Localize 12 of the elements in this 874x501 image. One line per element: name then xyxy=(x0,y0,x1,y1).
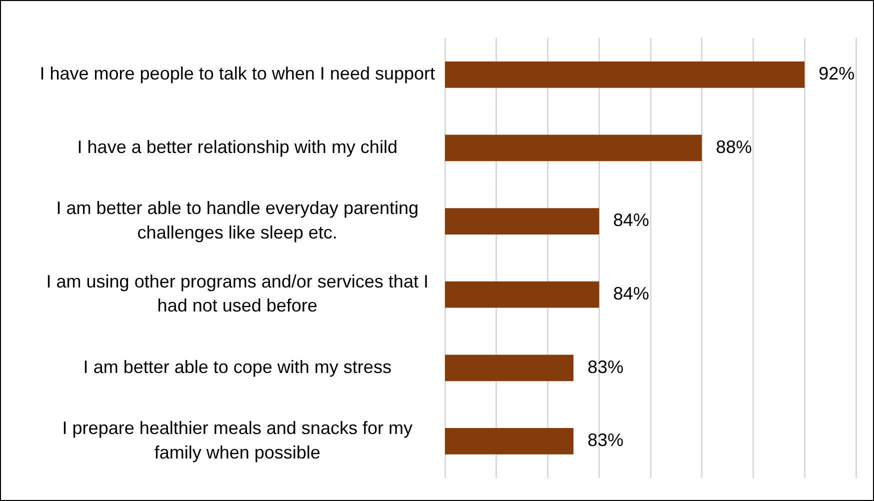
y-tick-label: I am better able to handle everyday parenting challenges like sleep etc. xyxy=(56,198,418,242)
data-label: 83% xyxy=(587,356,624,377)
y-tick-label: I am better able to cope with my stress xyxy=(83,356,392,377)
y-tick-label: I prepare healthier meals and snacks for my family when possible xyxy=(62,418,412,462)
y-tick-label: I have a better relationship with my child xyxy=(77,136,398,157)
data-label: 83% xyxy=(587,430,624,450)
data-label: 88% xyxy=(716,136,752,157)
data-label: 92% xyxy=(818,64,855,84)
y-tick-label: I have more people to talk to when I need support xyxy=(40,64,436,84)
y-tick-label: I am using other programs and/or services that I had not used before xyxy=(46,271,428,316)
data-label: 84% xyxy=(613,284,650,304)
data-label: 84% xyxy=(613,210,650,230)
